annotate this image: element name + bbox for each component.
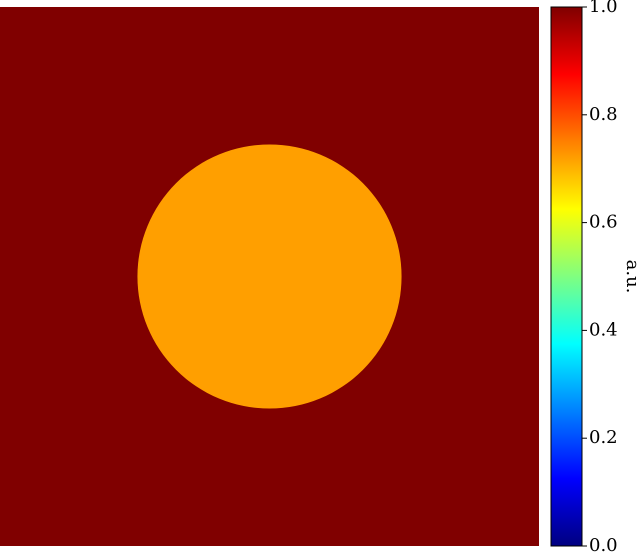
colorbar-ticks: 0.0 0.2 0.4 0.6 0.8 1.0: [582, 0, 618, 556]
colorbar-gradient: [551, 7, 582, 546]
colorbar-tick-label: 0.0: [589, 535, 618, 556]
colorbar-tick-label: 0.2: [589, 427, 618, 448]
colorbar: 0.0 0.2 0.4 0.6 0.8 1.0 a.u.: [550, 0, 643, 556]
colorbar-tick-label: 0.4: [589, 319, 618, 340]
colorbar-label: a.u.: [622, 260, 643, 294]
colorbar-tick-label: 1.0: [589, 0, 618, 17]
colorbar-tick-label: 0.8: [589, 104, 618, 125]
colorbar-tick-label: 0.6: [589, 212, 618, 233]
heatmap-panel: [0, 7, 539, 546]
heatmap-disk: [137, 144, 402, 409]
colorbar-frame: [550, 6, 583, 547]
